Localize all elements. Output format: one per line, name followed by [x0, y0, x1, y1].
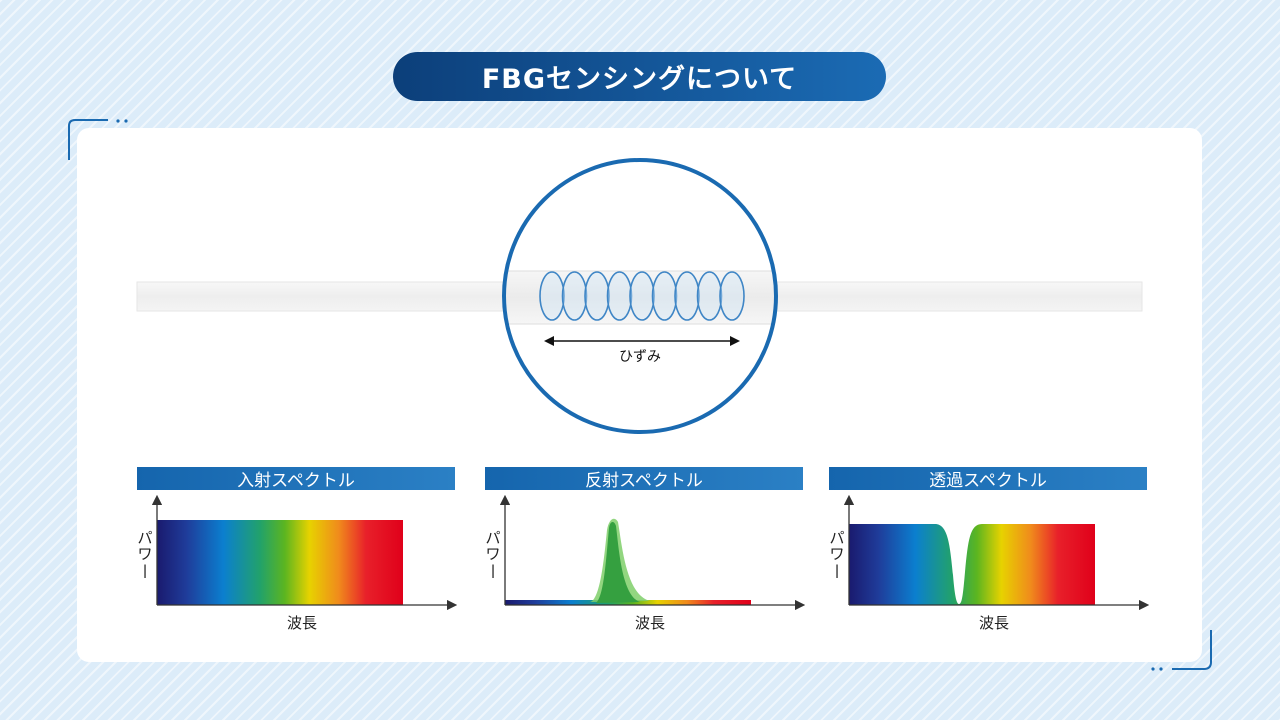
incident-spectrum-chart [151, 494, 458, 611]
transmitted-spectrum-area [849, 524, 1095, 605]
fiber-bragg-grating [539, 271, 745, 321]
panel-title: 入射スペクトル [237, 471, 355, 491]
grating-line [696, 271, 723, 321]
panel-title: 反射スペクトル [585, 471, 703, 491]
grating-line [606, 271, 633, 321]
magnified-fiber [505, 270, 775, 325]
y-axis-label: パワ | [485, 529, 501, 579]
panel-header-reflected: 反射スペクトル [485, 467, 803, 491]
strain-arrow-left-head [544, 336, 554, 346]
grating-line [539, 271, 565, 321]
y-axis-label: パワ | [829, 529, 845, 579]
panel-header-transmitted: 透過スペクトル [829, 467, 1147, 491]
x-axis-label: 波長 [979, 614, 1010, 632]
reflected-peak [596, 522, 640, 603]
grating-line [561, 271, 588, 321]
grating-line [719, 271, 745, 321]
panel-header-incident: 入射スペクトル [137, 467, 455, 491]
strain-arrow-right-head [730, 336, 740, 346]
grating-line [629, 271, 655, 321]
grating-line [651, 271, 678, 321]
panel-title: 透過スペクトル [929, 471, 1047, 491]
page-title: FBGセンシングについて [393, 52, 886, 101]
transmitted-spectrum-chart [843, 494, 1150, 611]
incident-spectrum-area [157, 520, 403, 605]
page-title-text: FBGセンシングについて [481, 64, 798, 95]
reflected-baseline [505, 600, 751, 605]
grating-line [584, 271, 610, 321]
grating-line [674, 271, 700, 321]
x-axis-label: 波長 [635, 614, 666, 632]
magnifier-circle [502, 158, 778, 434]
strain-label: ひずみ [619, 349, 661, 365]
x-axis-label: 波長 [287, 614, 318, 632]
y-axis-label: パワ | [137, 529, 153, 579]
reflected-spectrum-chart [499, 494, 806, 611]
